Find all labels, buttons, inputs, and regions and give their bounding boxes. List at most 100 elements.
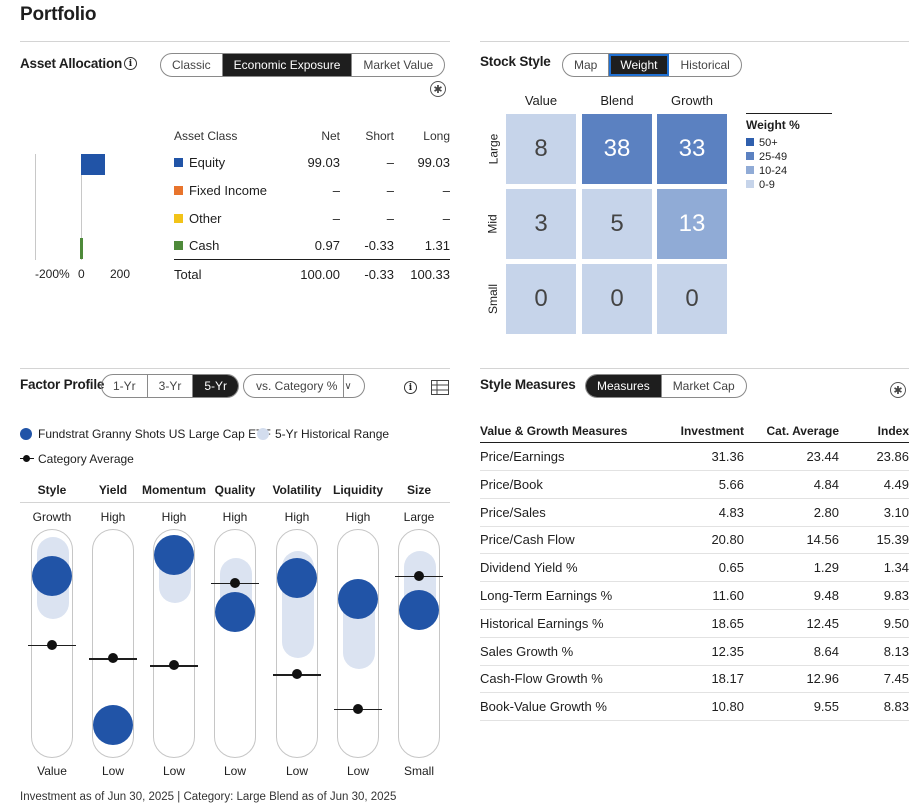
index-value: 3.10: [883, 504, 909, 520]
table-row: Price/Earnings 31.36 23.44 23.86: [480, 443, 909, 471]
factor-top-label: High: [284, 510, 310, 524]
tab-measures[interactable]: Measures: [586, 375, 662, 397]
investment-value: 10.80: [711, 699, 744, 715]
asset-name: Cash: [189, 237, 220, 253]
legend-item: 50+: [746, 136, 787, 150]
net-value: 0.97: [314, 237, 340, 253]
legend-label: 50+: [759, 137, 778, 149]
factor-track: [28, 529, 76, 758]
index-value: 23.86: [876, 449, 909, 464]
net-value: 99.03: [307, 154, 340, 170]
factor-name: Style: [37, 483, 67, 497]
long-value: –: [442, 210, 450, 226]
long-value: 1.31: [424, 237, 450, 253]
tab-market-cap[interactable]: Market Cap: [672, 379, 735, 393]
table-row: Price/Sales 4.83 2.80 3.10: [480, 499, 909, 527]
col-net: Net: [321, 129, 340, 143]
tab-1-yr[interactable]: 1-Yr: [102, 375, 148, 397]
weight-legend-title: Weight %: [746, 118, 800, 132]
investment-value: 18.65: [711, 615, 744, 631]
measure-name: Dividend Yield %: [480, 560, 578, 576]
compare-select[interactable]: vs. Category % ∨: [243, 374, 365, 398]
factor-name: Size: [406, 483, 431, 497]
total-long: 100.33: [410, 266, 450, 282]
tab-weight[interactable]: Weight: [609, 54, 670, 76]
asterisk-icon[interactable]: ✱: [890, 382, 906, 398]
style-cell-small-value: 0: [506, 264, 576, 334]
table-view-icon[interactable]: [431, 380, 449, 395]
short-value: –: [386, 154, 394, 170]
factor-track: [273, 529, 321, 758]
measure-name: Sales Growth %: [480, 643, 574, 659]
tab-5-yr[interactable]: 5-Yr: [193, 375, 239, 397]
cash-bar: [80, 238, 83, 259]
table-row: Book-Value Growth % 10.80 9.55 8.83: [480, 693, 909, 722]
factor-top-label: High: [161, 510, 187, 524]
fund-dot-icon: [20, 428, 32, 440]
long-value: –: [442, 182, 450, 198]
divider: [20, 41, 450, 42]
stock-style-tabs: Map Weight Historical: [562, 53, 742, 77]
factor-track: [334, 529, 382, 758]
table-row: Cash 0.97 -0.33 1.31: [174, 232, 450, 258]
style-cell-large-growth: 33: [657, 114, 727, 184]
divider: [480, 41, 909, 42]
asset-name: Other: [189, 210, 222, 226]
index-value: 9.50: [883, 615, 909, 631]
cat-average-value: 1.29: [813, 560, 839, 576]
legend-category: Category Average: [20, 452, 134, 466]
cat-average-value: 12.96: [806, 671, 839, 687]
factor-top-label: High: [100, 510, 126, 524]
chart-axis-zero: [81, 154, 82, 260]
factor-bottom-label: Low: [285, 764, 308, 778]
axis-label-neg200: -200%: [35, 267, 70, 281]
stock-style-title: Stock Style: [480, 54, 551, 69]
asterisk-icon[interactable]: ✱: [430, 81, 446, 97]
investment-value: 20.80: [711, 532, 744, 548]
cat-average-value: 14.56: [806, 532, 839, 548]
total-short: -0.33: [364, 266, 394, 282]
factor-name: Volatility: [272, 483, 322, 497]
style-measures-tabs: Measures Market Cap: [585, 374, 747, 398]
range-dot-icon: [257, 428, 269, 440]
style-cell-mid-value: 3: [506, 189, 576, 259]
legend-fund-label: Fundstrat Granny Shots US Large Cap ETF: [38, 427, 271, 441]
cat-average-value: 9.48: [813, 588, 839, 603]
style-cell-mid-blend: 5: [582, 189, 652, 259]
chevron-down-icon: ∨: [344, 380, 352, 392]
fund-marker: [277, 558, 317, 599]
tab-historical[interactable]: Historical: [680, 58, 730, 72]
style-row-small: Small: [483, 264, 503, 334]
style-measures-title: Style Measures: [480, 377, 576, 392]
tab-market-value[interactable]: Market Value: [363, 58, 434, 72]
row-label: Mid: [486, 214, 500, 234]
tab-3-yr[interactable]: 3-Yr: [148, 375, 194, 397]
style-cell-large-value: 8: [506, 114, 576, 184]
info-icon[interactable]: i: [404, 381, 417, 394]
info-icon[interactable]: i: [124, 57, 137, 70]
measure-name: Price/Sales: [480, 504, 546, 520]
index-value: 8.13: [883, 643, 909, 659]
chart-axis-left: [35, 154, 36, 260]
legend-range-label: 5-Yr Historical Range: [275, 427, 390, 441]
tab-classic[interactable]: Classic: [161, 54, 223, 76]
other-swatch: [174, 213, 183, 223]
fund-marker: [399, 590, 439, 631]
col-long: Long: [423, 129, 450, 143]
asset-allocation-tabs: Classic Economic Exposure Market Value: [160, 53, 446, 77]
total-row: Total 100.00 -0.33 100.33: [174, 261, 450, 287]
cat-average-value: 12.45: [806, 615, 839, 631]
row-label: Small: [486, 283, 501, 315]
category-marker: [292, 669, 302, 680]
footer-note: Investment as of Jun 30, 2025 | Category…: [20, 791, 397, 803]
investment-value: 31.36: [711, 449, 744, 464]
factor-name: Yield: [98, 483, 128, 497]
tab-map[interactable]: Map: [563, 54, 610, 76]
factor-bottom-label: Low: [162, 764, 185, 778]
tab-economic-exposure[interactable]: Economic Exposure: [222, 54, 353, 76]
total-net: 100.00: [300, 266, 340, 282]
index-value: 8.83: [883, 699, 909, 715]
factor-profile-title: Factor Profile: [20, 377, 105, 392]
factor-top-label: High: [222, 510, 248, 524]
short-value: –: [386, 182, 394, 198]
